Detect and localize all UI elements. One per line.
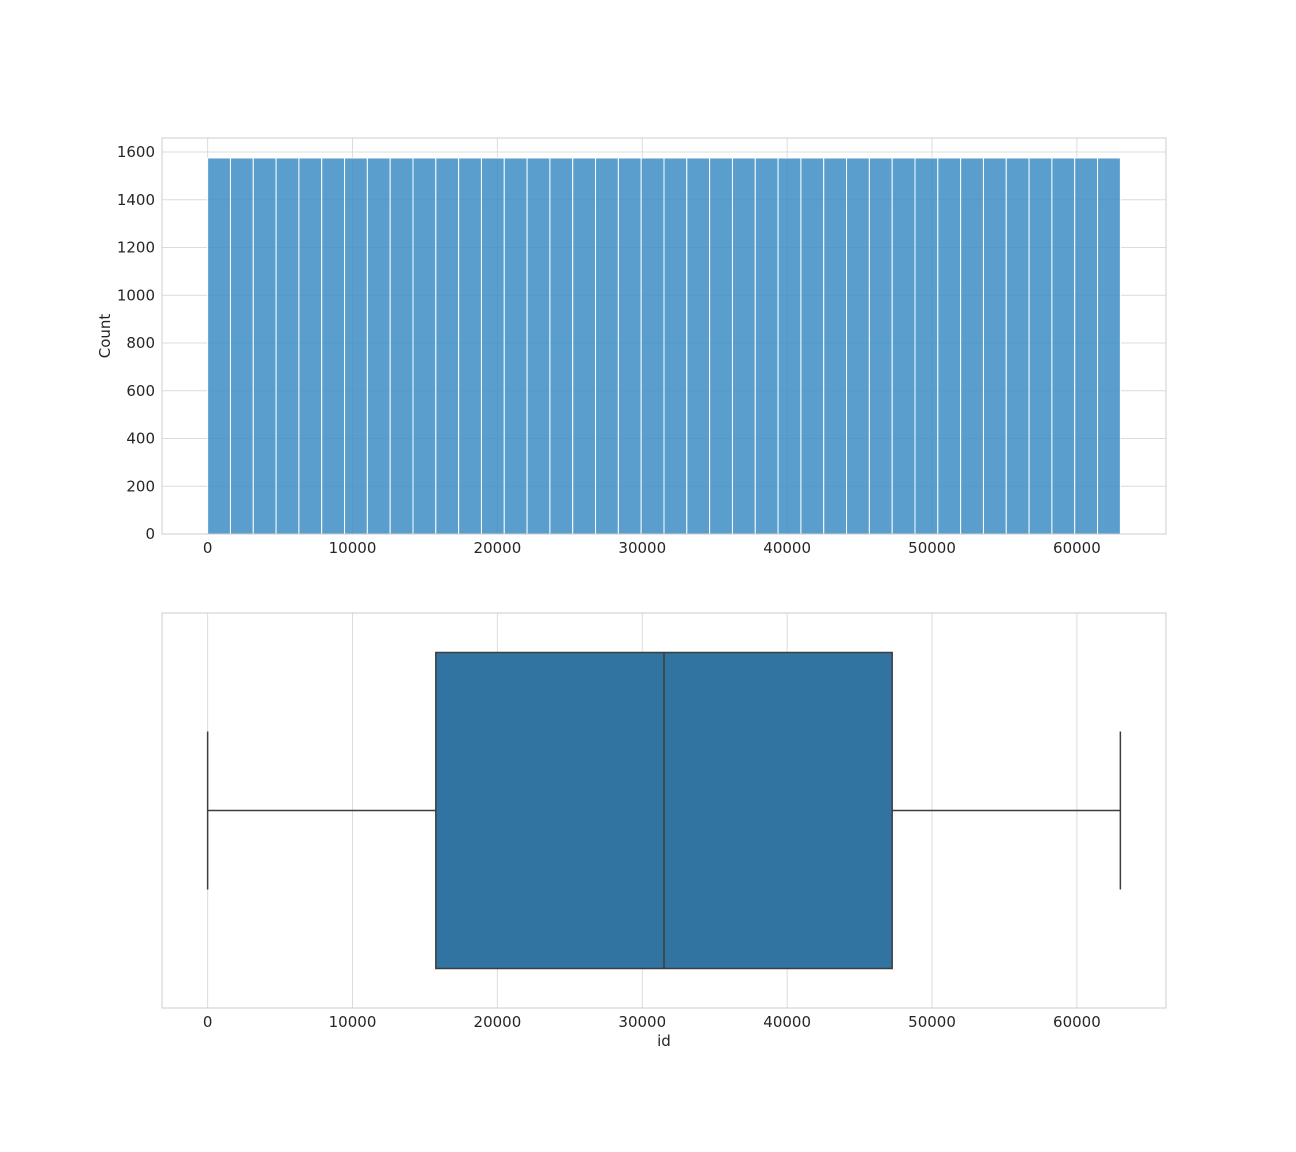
histogram-bar (526, 157, 551, 535)
histogram-y-tick-labels: 0 200 400 600 800 1000 1200 1400 1600 (117, 143, 155, 543)
histogram-x-tick-labels: 0 10000 20000 30000 40000 50000 60000 (203, 539, 1101, 557)
histogram-bar (480, 157, 505, 535)
histogram-bar (663, 157, 688, 535)
histogram-bar (686, 157, 711, 535)
histogram-bar (800, 157, 825, 535)
histogram-bar (1074, 157, 1099, 535)
histogram-bar (1028, 157, 1053, 535)
histogram-bar (891, 157, 916, 535)
histogram-bar (640, 157, 665, 535)
histogram-bar (709, 157, 733, 535)
histogram-bar (868, 157, 893, 535)
histogram-bar (252, 157, 277, 535)
histogram-x-tick-label: 50000 (908, 539, 956, 557)
histogram-y-tick-label: 600 (126, 382, 155, 400)
histogram-bar (298, 157, 323, 535)
histogram-bar (366, 157, 391, 535)
histogram-bar (1005, 157, 1030, 535)
boxplot-x-tick-label: 30000 (618, 1013, 666, 1031)
histogram-bar (777, 157, 802, 535)
histogram-bar (754, 157, 779, 535)
boxplot-x-tick-label: 0 (203, 1013, 213, 1031)
histogram-bar (960, 157, 984, 535)
histogram-bar (344, 157, 368, 535)
histogram-bar (846, 157, 870, 535)
histogram-y-tick-label: 1200 (117, 239, 155, 257)
histogram-bar (1051, 157, 1076, 535)
histogram-bar (503, 157, 528, 535)
boxplot-x-tick-labels: 0 10000 20000 30000 40000 50000 60000 (203, 1013, 1101, 1031)
histogram-y-tick-label: 400 (126, 430, 155, 448)
boxplot-frame (161, 612, 1167, 1009)
histogram-bar (275, 157, 300, 535)
histogram-y-tick-label: 800 (126, 334, 155, 352)
histogram-bar (617, 157, 642, 535)
histogram-panel: 0 10000 20000 30000 40000 50000 60000 0 200 400 6… (96, 137, 1167, 557)
histogram-frame (161, 137, 1167, 535)
boxplot-x-tick-label: 40000 (763, 1013, 811, 1031)
histogram-bar (595, 157, 619, 535)
histogram-bar (731, 157, 756, 535)
histogram-bar (412, 157, 437, 535)
histogram-x-tick-label: 10000 (329, 539, 377, 557)
histogram-y-tick-label: 1600 (117, 143, 155, 161)
histogram-bar (572, 157, 597, 535)
histogram-x-tick-label: 0 (203, 539, 213, 557)
histogram-bar (914, 157, 939, 535)
histogram-bar (823, 157, 848, 535)
histogram-x-tick-label: 40000 (763, 539, 811, 557)
boxplot-x-tick-label: 20000 (474, 1013, 522, 1031)
histogram-bar (207, 157, 231, 535)
histogram-y-tick-label: 1400 (117, 191, 155, 209)
histogram-bar (458, 157, 482, 535)
histogram-y-tick-label: 0 (145, 525, 155, 543)
boxplot-x-tick-label: 10000 (329, 1013, 377, 1031)
histogram-bar (1097, 157, 1121, 535)
histogram-bar (549, 157, 574, 535)
boxplot-panel: 0 10000 20000 30000 40000 50000 60000 id (161, 612, 1167, 1050)
histogram-bars (207, 157, 1121, 535)
histogram-bar (389, 157, 414, 535)
histogram-bar (229, 157, 254, 535)
histogram-bar (435, 157, 460, 535)
histogram-x-tick-label: 60000 (1053, 539, 1101, 557)
histogram-bar (321, 157, 346, 535)
histogram-bar (937, 157, 962, 535)
histogram-bar (982, 157, 1007, 535)
boxplot-x-axis-label: id (657, 1032, 671, 1050)
histogram-x-tick-label: 30000 (618, 539, 666, 557)
boxplot-marks (206, 651, 1122, 970)
histogram-y-axis-label: Count (96, 314, 114, 359)
histogram-x-tick-label: 20000 (474, 539, 522, 557)
histogram-y-tick-label: 200 (126, 477, 155, 495)
histogram-y-tick-label: 1000 (117, 286, 155, 304)
boxplot-x-tick-label: 50000 (908, 1013, 956, 1031)
boxplot-x-tick-label: 60000 (1053, 1013, 1101, 1031)
